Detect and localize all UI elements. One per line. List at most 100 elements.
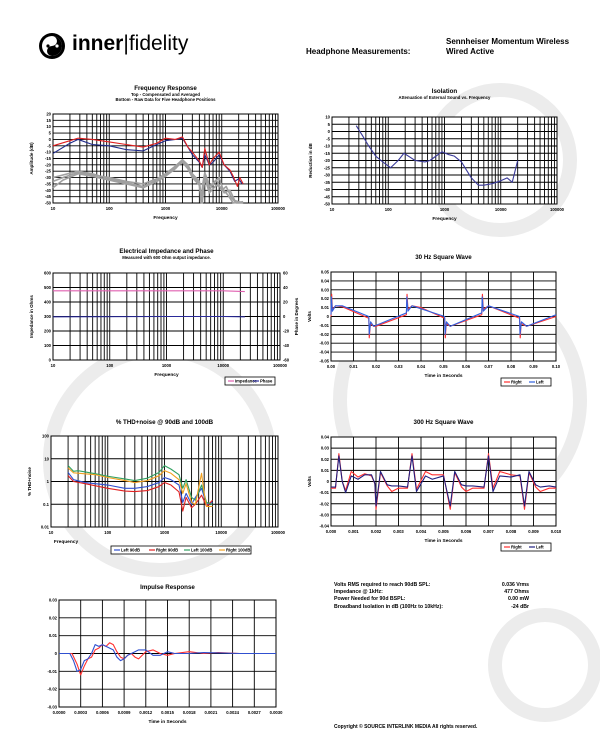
legend-label: Left 100dB: [191, 548, 212, 553]
x-tick-label: 10: [51, 363, 56, 368]
y-axis-label: % THD+noise: [27, 467, 32, 496]
x-tick-label: 0.0006: [96, 710, 109, 715]
y-tick-label: 0: [49, 137, 52, 142]
x-tick-label: 100000: [273, 363, 288, 368]
chart-subtitle: Attenuation of External Sound vs. Freque…: [399, 95, 492, 100]
chart-title: 30 Hz Square Wave: [415, 254, 472, 261]
y-axis-label: Volts: [307, 311, 312, 322]
y-tick-label: 0.04: [321, 278, 330, 283]
series-line-left-90db: [67, 472, 213, 505]
x-tick-label: 0.010: [551, 529, 562, 534]
series-line-right-100db: [67, 467, 213, 507]
header-label: Headphone Measurements:: [306, 47, 411, 56]
stat-label: Volts RMS required to reach 90dB SPL:: [334, 582, 431, 588]
y2-tick-label: 0: [283, 314, 286, 319]
x-tick-label: 0.02: [372, 364, 381, 369]
y-tick-label: -30: [324, 173, 331, 178]
x-axis-label: Time in Seconds: [424, 373, 462, 379]
y-tick-label: -45: [45, 194, 52, 199]
y-tick-label: 0.04: [321, 435, 330, 440]
y-tick-label: -0.03: [319, 341, 329, 346]
x-tick-label: 1000: [161, 206, 171, 211]
y-tick-label: 10: [325, 115, 330, 120]
y-tick-label: -25: [324, 165, 331, 170]
x-tick-label: 0.03: [394, 364, 403, 369]
y-tick-label: -35: [45, 181, 52, 186]
legend-label: Left: [536, 380, 544, 385]
chart-title: Isolation: [432, 88, 458, 95]
x-tick-label: 0.09: [529, 364, 538, 369]
x-tick-label: 0.0021: [204, 710, 217, 715]
chart-sq30: 30 Hz Square Wave 0.00 0.01 0.02 0.03 0.04 0.0…: [307, 254, 561, 387]
product-name-line1: Sennheiser Momentum Wireless: [446, 37, 570, 46]
x-tick-label: 10000: [495, 207, 507, 212]
x-tick-label: 1000: [440, 207, 450, 212]
stat-row: Volts RMS required to reach 90dB SPL: 0.0…: [334, 582, 529, 589]
series-line-right: [330, 293, 557, 339]
y-tick-label: 0.03: [321, 287, 330, 292]
x-axis-label: Frequency: [153, 215, 178, 221]
y-tick-label: -0.04: [319, 350, 329, 355]
series-line: [52, 161, 244, 204]
chart-title: Impulse Response: [140, 584, 195, 591]
y-tick-label: 0.01: [321, 468, 330, 473]
series-line-left: [330, 296, 557, 335]
y-tick-label: -0.03: [47, 705, 57, 710]
y-tick-label: 1: [47, 479, 50, 484]
series-line-impedance: [53, 290, 245, 293]
legend-label: Right 90dB: [156, 548, 178, 553]
y-tick-label: -5: [47, 143, 51, 148]
stat-value: 477 Ohms: [504, 589, 529, 596]
y-tick-label: -15: [45, 156, 52, 161]
y-tick-label: -40: [45, 188, 52, 193]
legend-label: Right 100dB: [226, 548, 250, 553]
stat-label: Broadband Isolation in dB (100Hz to 10kH…: [334, 603, 443, 610]
y-tick-label: 0: [327, 314, 330, 319]
x-tick-label: 0.001: [348, 529, 359, 534]
y-tick-label: -0.02: [319, 501, 329, 506]
x-tick-label: 0.002: [371, 529, 382, 534]
logo-wordmark: inner|fidelity: [72, 32, 189, 55]
x-tick-label: 0.0000: [53, 710, 66, 715]
x-axis-label: Time in Seconds: [424, 538, 462, 544]
y-tick-label: -0.04: [319, 524, 329, 529]
series-line: [59, 644, 276, 672]
y-tick-label: 10: [46, 124, 51, 129]
y-tick-label: -0.02: [319, 332, 329, 337]
y-tick-label: -45: [324, 194, 331, 199]
watermark-icon: [488, 608, 600, 722]
chart-subtitle: Measured with 600 Ohm output impedance.: [122, 255, 211, 260]
x-tick-label: 0.00: [327, 364, 336, 369]
x-tick-label: 100000: [271, 206, 286, 211]
series-line-left: [331, 455, 557, 507]
x-tick-label: 0.0012: [139, 710, 152, 715]
y-tick-label: -0.03: [319, 512, 329, 517]
y-tick-label: 0.02: [321, 457, 330, 462]
y-tick-label: 0.03: [321, 446, 330, 451]
x-tick-label: 100: [104, 530, 112, 535]
x-tick-label: 0.000: [326, 529, 337, 534]
x-tick-label: 0.0003: [74, 710, 87, 715]
y-tick-label: 0: [55, 651, 58, 656]
gridlines: [330, 436, 557, 527]
logo-icon: [39, 33, 65, 59]
copyright: Copyright © SOURCE INTERLINK MEDIA All r…: [334, 724, 478, 730]
gridlines: [50, 435, 279, 528]
product-name-line2: Wired Active: [446, 47, 495, 56]
x-tick-label: 0.0009: [118, 710, 131, 715]
y-tick-label: 500: [44, 285, 52, 290]
x-tick-label: 0.009: [528, 529, 539, 534]
x-tick-label: 100000: [550, 207, 565, 212]
legend: Left 90dB Right 90dB Left 100dB Right 100dB: [110, 545, 252, 555]
y-tick-label: -20: [324, 158, 331, 163]
legend: Right Left: [500, 377, 552, 387]
y-tick-label: -10: [45, 150, 52, 155]
x-tick-label: 10000: [217, 363, 229, 368]
y-tick-label: -20: [45, 162, 52, 167]
legend-label: Right: [511, 380, 522, 385]
series-line-left-100db: [67, 465, 213, 505]
y-tick-label: 0.01: [321, 305, 330, 310]
logo-inner: inner: [72, 32, 124, 55]
y2-tick-label: 40: [283, 285, 288, 290]
legend-label: Left: [536, 545, 544, 550]
